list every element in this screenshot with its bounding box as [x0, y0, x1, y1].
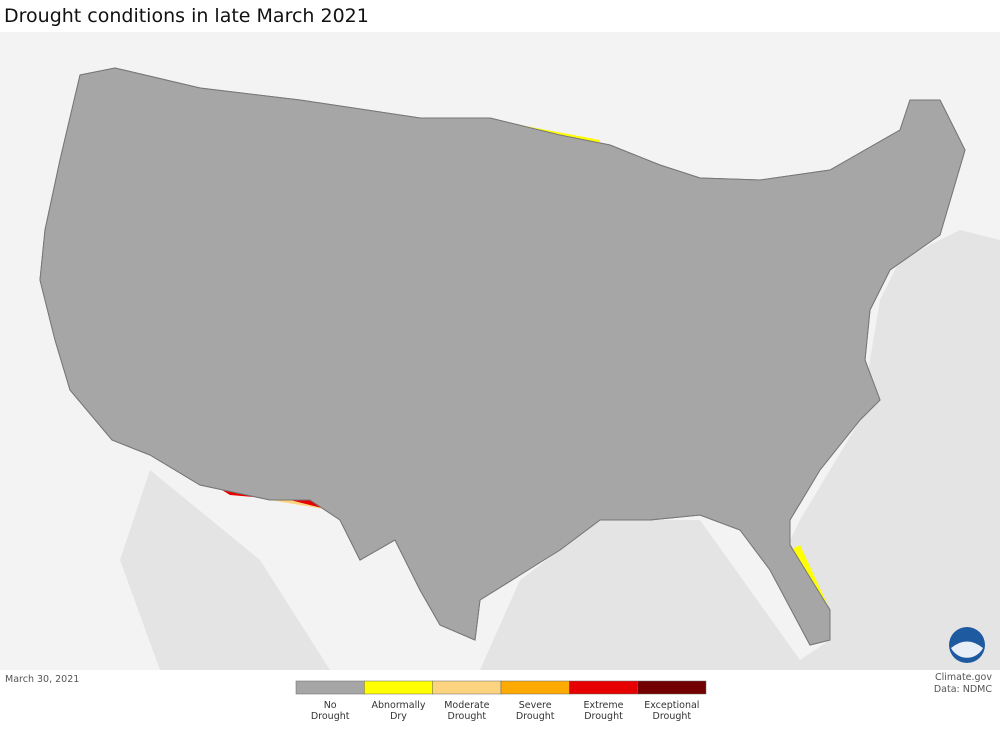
legend-label: Drought — [448, 711, 487, 722]
legend-label: Moderate — [444, 700, 489, 711]
legend-swatch — [295, 680, 365, 695]
legend-swatch — [500, 680, 570, 695]
legend-swatch — [637, 680, 707, 695]
legend-label: Exceptional — [644, 700, 699, 711]
credit-source: Climate.gov — [935, 672, 992, 683]
legend-swatch — [364, 680, 433, 695]
legend-label: Abnormally — [371, 700, 425, 711]
legend-label: Extreme — [584, 700, 624, 711]
legend-swatch — [432, 680, 502, 695]
title: Drought conditions in late March 2021 — [4, 5, 369, 27]
noaa-logo — [949, 627, 985, 663]
map — [0, 32, 1000, 670]
legend: NoDroughtAbnormallyDryModerateDroughtSev… — [295, 680, 707, 722]
credit-data: Data: NDMC — [934, 684, 993, 695]
legend-label: Drought — [516, 711, 555, 722]
legend-label: Drought — [653, 711, 692, 722]
legend-label: Drought — [584, 711, 623, 722]
legend-label: Drought — [311, 711, 350, 722]
legend-label: Dry — [390, 711, 407, 722]
legend-label: No — [324, 700, 337, 711]
legend-swatch — [569, 680, 638, 695]
date: March 30, 2021 — [5, 674, 79, 685]
legend-label: Severe — [519, 700, 552, 711]
